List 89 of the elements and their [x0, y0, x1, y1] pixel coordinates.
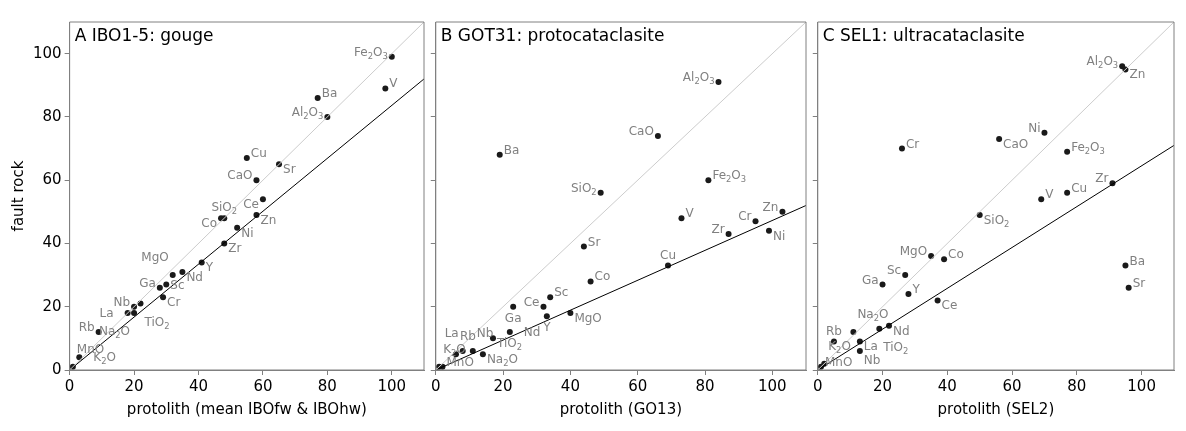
chart-title: B GOT31: protocataclasite: [440, 25, 665, 45]
x-tick-label: 40: [188, 376, 209, 395]
annotation: Cu: [250, 146, 267, 161]
x-tick-label: 100: [1127, 376, 1156, 395]
annotation: Rb: [459, 329, 476, 344]
annotation: Co: [948, 247, 964, 262]
annotation: Rb: [825, 323, 842, 338]
annotation: CaO: [227, 168, 253, 183]
x-tick-label: 80: [1067, 376, 1087, 395]
annotation: MgO: [899, 244, 928, 259]
y-tick-label: 60: [42, 170, 62, 189]
annotation: Nd: [523, 325, 541, 340]
annotation: Ga: [504, 310, 522, 325]
annotation: Y: [204, 260, 214, 275]
x-tick-label: 20: [124, 376, 144, 395]
x-tick-label: 0: [813, 376, 823, 395]
x-tick-label: 20: [493, 376, 513, 395]
annotation: CaO: [628, 123, 654, 138]
annotation: Sr: [1132, 275, 1146, 290]
annotation: MgO: [574, 311, 602, 326]
x-tick-label: 0: [64, 376, 75, 395]
chart-title: A IBO1-5: gouge: [74, 25, 214, 45]
annotation: Sc: [554, 285, 569, 300]
annotation: Ce: [523, 294, 540, 309]
annotation: Ga: [861, 272, 879, 287]
y-tick-label: 80: [42, 106, 62, 125]
y-tick-label: 0: [52, 359, 62, 378]
annotation: Ba: [321, 85, 338, 100]
x-axis-title: protolith (SEL2): [937, 399, 1055, 418]
annotation: V: [685, 206, 695, 221]
y-axis-title: fault rock: [8, 160, 27, 232]
annotation: Zr: [711, 221, 725, 236]
annotation: Cu: [660, 247, 676, 262]
annotation: V: [1045, 187, 1055, 202]
x-tick-label: 60: [628, 376, 648, 395]
annotation: Ni: [772, 228, 786, 243]
annotation: Sc: [886, 263, 902, 278]
annotation: Nb: [113, 294, 131, 309]
annotation: Zr: [1095, 171, 1109, 186]
x-tick-label: 40: [560, 376, 580, 395]
y-tick-label: 20: [42, 296, 62, 315]
x-tick-label: 100: [758, 376, 787, 395]
annotation: Cr: [738, 209, 752, 224]
annotation: Ni: [241, 225, 254, 240]
annotation: Sr: [283, 162, 296, 177]
annotation: Cr: [167, 295, 181, 310]
annotation: Zn: [762, 199, 779, 214]
x-tick-label: 20: [872, 376, 893, 395]
annotation: Y: [911, 282, 921, 297]
annotation: Cu: [1071, 180, 1088, 195]
annotation: Ba: [1129, 253, 1146, 268]
x-tick-label: 40: [937, 376, 957, 395]
x-axis-title: protolith (mean IBOfw & IBOhw): [126, 399, 367, 418]
annotation: Nb: [863, 352, 881, 367]
annotation: V: [389, 76, 399, 91]
annotation: La: [99, 306, 114, 321]
annotation: Sc: [170, 277, 185, 292]
annotation: Ce: [941, 298, 958, 313]
x-tick-label: 0: [431, 376, 441, 395]
annotation: Zn: [1129, 67, 1146, 82]
annotation: Co: [201, 216, 218, 231]
x-tick-label: 80: [317, 376, 337, 395]
y-tick-label: 100: [32, 43, 62, 62]
x-axis-title: protolith (GO13): [559, 399, 683, 418]
annotation: Ga: [139, 275, 156, 290]
annotation: Nb: [476, 326, 494, 341]
x-tick-label: 60: [1002, 376, 1022, 395]
annotation: La: [863, 339, 878, 354]
chart-title: C SEL1: ultracataclasite: [822, 25, 1025, 45]
annotation: Ba: [503, 142, 520, 157]
x-tick-label: 60: [253, 376, 273, 395]
annotation: CaO: [1003, 137, 1029, 152]
annotation: Sr: [587, 234, 601, 249]
annotation: MnO: [446, 354, 474, 369]
annotation: Nd: [893, 323, 910, 338]
annotation: La: [444, 326, 459, 341]
x-tick-label: 80: [695, 376, 715, 395]
annotation: Zn: [260, 212, 277, 227]
annotation: Zr: [228, 241, 242, 256]
annotation: Co: [594, 269, 611, 284]
annotation: Y: [542, 320, 552, 335]
y-tick-label: 40: [42, 233, 62, 252]
annotation: Ni: [1028, 120, 1041, 135]
annotation: Nd: [186, 269, 203, 284]
annotation: Rb: [78, 320, 95, 335]
x-tick-label: 100: [377, 376, 407, 395]
annotation: MgO: [141, 250, 169, 265]
annotation: Ce: [243, 197, 259, 212]
annotation: Cr: [905, 136, 920, 151]
